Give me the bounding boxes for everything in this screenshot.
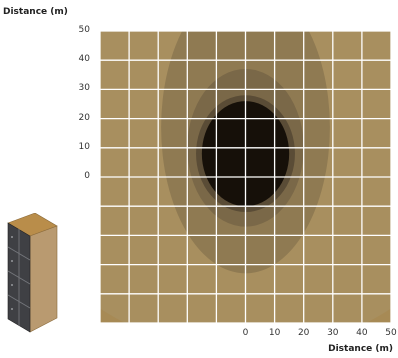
x-tick-label: 10	[268, 328, 281, 338]
cabinet-handles	[11, 236, 13, 310]
server-rack-icon	[7, 213, 58, 333]
heatmap-plot	[100, 31, 391, 323]
x-tick-label: 50	[385, 328, 397, 338]
y-tick-label: 20	[78, 112, 90, 123]
y-tick-label: 30	[78, 83, 90, 94]
grid-lines	[100, 31, 391, 323]
cabinet-side	[29, 225, 58, 333]
y-axis-title: Distance (m)	[3, 7, 68, 17]
y-tick-label: 10	[78, 141, 90, 152]
y-tick-label: 40	[78, 54, 90, 65]
x-tick-label: 30	[327, 328, 339, 338]
x-axis-title: Distance (m)	[328, 344, 393, 354]
x-tick-label: 40	[356, 328, 368, 338]
x-tick-label: 20	[297, 328, 310, 338]
y-tick-label: 50	[78, 25, 90, 35]
y-tick-label: 0	[84, 171, 90, 181]
cabinet-shelves	[7, 229, 31, 326]
x-tick-label: 0	[242, 328, 249, 338]
